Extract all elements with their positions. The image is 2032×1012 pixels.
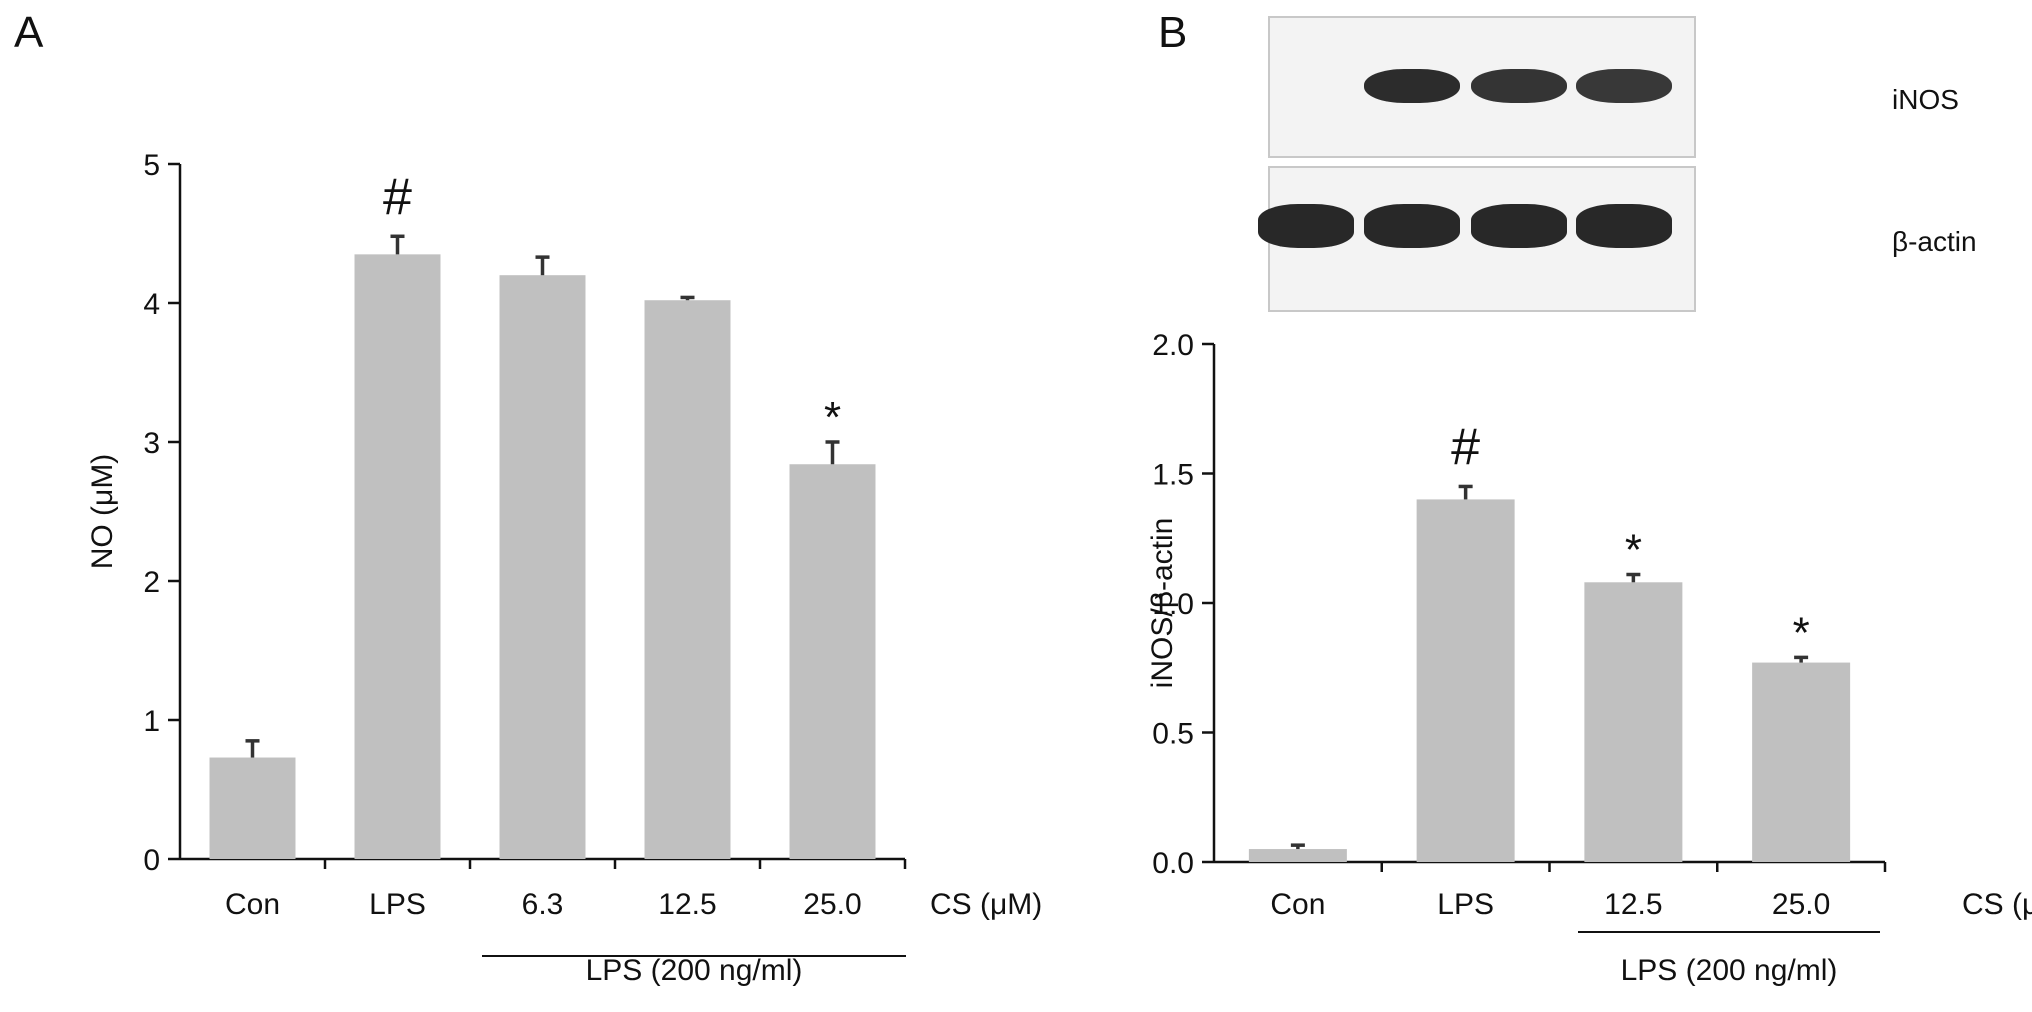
x-tick-label: 6.3 bbox=[522, 888, 564, 921]
blot-band bbox=[1471, 69, 1567, 103]
x-tick-label: LPS bbox=[369, 888, 426, 921]
blot-band bbox=[1364, 204, 1460, 248]
x-tick-label: Con bbox=[1270, 888, 1325, 921]
y-tick-label: 1 bbox=[143, 705, 160, 738]
significance-marker: * bbox=[1625, 526, 1642, 575]
western-blot-actin bbox=[1258, 166, 1696, 312]
panel-letter-b: B bbox=[1158, 8, 1188, 57]
blot-band bbox=[1364, 69, 1460, 103]
y-tick-label: 3 bbox=[143, 427, 160, 460]
y-axis-label: NO (μM) bbox=[86, 454, 119, 570]
x-axis-label: CS (μM) bbox=[930, 888, 1042, 921]
y-tick-label: 0 bbox=[143, 844, 160, 877]
bar bbox=[1752, 662, 1851, 862]
group-label: LPS (200 ng/ml) bbox=[1621, 954, 1838, 987]
y-tick-label: 2.0 bbox=[1152, 329, 1194, 362]
x-tick-label: Con bbox=[225, 888, 280, 921]
y-tick-label: 0.5 bbox=[1152, 718, 1194, 751]
blot-label-actin: β-actin bbox=[1892, 226, 1977, 257]
panel-letter-a: A bbox=[14, 8, 44, 57]
y-tick-label: 1.0 bbox=[1152, 588, 1194, 621]
bar bbox=[1584, 582, 1683, 862]
blot-label-inos: iNOS bbox=[1892, 84, 1959, 115]
blot-band bbox=[1576, 69, 1672, 103]
bar bbox=[354, 254, 441, 860]
bar bbox=[644, 300, 731, 860]
blot-band bbox=[1258, 204, 1354, 248]
x-tick-label: 25.0 bbox=[1772, 888, 1830, 921]
y-axis-label: iNOS/β-actin bbox=[1146, 518, 1179, 689]
y-tick-label: 0.0 bbox=[1152, 847, 1194, 880]
blot-band bbox=[1471, 204, 1567, 248]
significance-marker: * bbox=[824, 393, 841, 442]
x-tick-label: 25.0 bbox=[803, 888, 861, 921]
y-tick-label: 1.5 bbox=[1152, 459, 1194, 492]
x-tick-label: 12.5 bbox=[1604, 888, 1662, 921]
y-tick-label: 5 bbox=[143, 149, 160, 182]
bar bbox=[499, 275, 586, 859]
y-tick-label: 2 bbox=[143, 566, 160, 599]
significance-marker: # bbox=[383, 168, 412, 226]
x-tick-label: 12.5 bbox=[658, 888, 716, 921]
bar bbox=[209, 757, 296, 859]
bar bbox=[1248, 849, 1347, 862]
x-tick-label: LPS bbox=[1437, 888, 1494, 921]
y-tick-label: 4 bbox=[143, 288, 160, 321]
group-label: LPS (200 ng/ml) bbox=[586, 954, 803, 987]
significance-marker: # bbox=[1451, 418, 1480, 476]
western-blot-inos bbox=[1268, 16, 1696, 158]
bar bbox=[789, 464, 876, 859]
bar bbox=[1416, 499, 1515, 862]
significance-marker: * bbox=[1793, 608, 1810, 657]
blot-band bbox=[1576, 204, 1672, 248]
x-axis-label: CS (μM) bbox=[1962, 888, 2032, 921]
